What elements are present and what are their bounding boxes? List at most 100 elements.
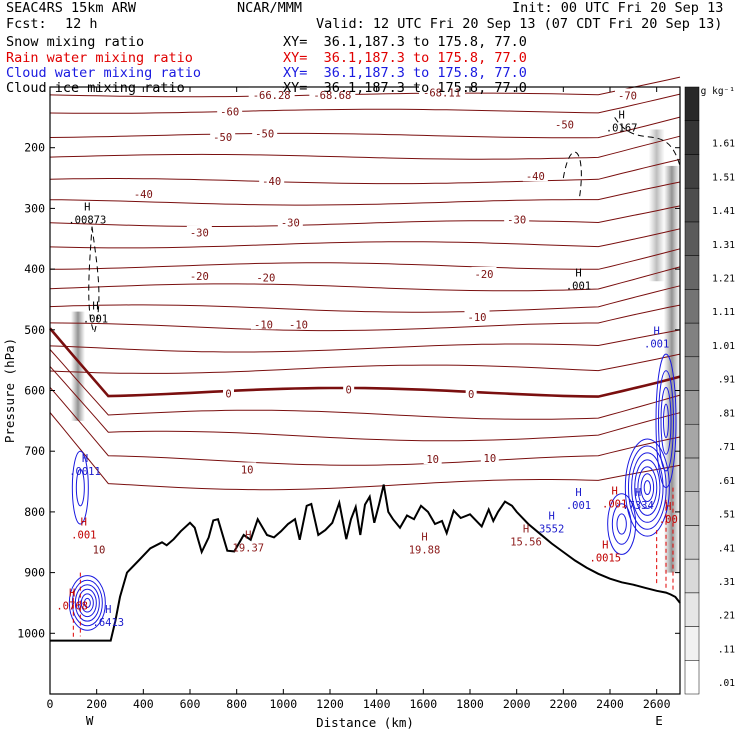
snow-contour-east <box>562 151 582 197</box>
cloudwater-contour-east <box>640 473 655 502</box>
contour-label-bg <box>504 212 530 225</box>
cloudwater-contour-east <box>631 452 664 523</box>
contour-label-bg <box>252 126 278 139</box>
cloudwater-contour-west <box>71 579 103 627</box>
high-value-label: 19.88 <box>409 545 441 557</box>
colorbar-label: .01 <box>718 678 735 689</box>
colorbar-bin <box>684 660 700 695</box>
contour-label-bg <box>471 266 497 279</box>
org-label: NCAR/MMM <box>237 0 303 16</box>
x-tick-label: 2000 <box>503 697 531 711</box>
colorbar-label: .81 <box>718 408 735 419</box>
colorbar-label: .61 <box>718 476 735 487</box>
temperature-contour-label: -70 <box>618 90 637 102</box>
y-tick-label: 600 <box>24 384 45 398</box>
temperature-contour-label: 0 <box>468 389 474 401</box>
colorbar-bin <box>684 221 700 256</box>
temperature-contour <box>49 327 681 398</box>
temperature-contour-label: -30 <box>190 228 209 240</box>
temperature-contour-label: 0 <box>346 384 352 396</box>
y-tick-label: 1000 <box>17 626 45 640</box>
temperature-contour <box>49 181 681 206</box>
high-value-label: .7334 <box>622 500 654 512</box>
cloudwater-contour-west <box>68 575 106 631</box>
cloudwater-contour-west <box>83 597 91 609</box>
high-marker: H <box>612 486 618 498</box>
x-tick-label: 1000 <box>269 697 297 711</box>
cloudwater-contour-east <box>637 466 658 509</box>
cloudwater-contour-east-lower <box>616 513 627 535</box>
high-marker: H <box>635 487 641 499</box>
contour-label-bg <box>90 542 108 555</box>
cloudwater-contour-east-upper <box>655 353 677 489</box>
high-marker: H <box>619 109 625 121</box>
temperature-contour-label: 10 <box>426 454 439 466</box>
cloudwater-contour-west-upper <box>71 450 89 525</box>
x-tick-label: 800 <box>226 697 247 711</box>
high-marker: H <box>105 604 111 616</box>
colorbar-bin <box>684 592 700 627</box>
temperature-contour-label: -10 <box>468 312 487 324</box>
high-value-label: .001 <box>566 281 591 293</box>
temperature-contour-label: -40 <box>134 189 153 201</box>
temperature-contour-label: 0 <box>225 389 231 401</box>
temperature-contour-label: 10 <box>241 464 254 476</box>
colorbar-bin <box>684 457 700 492</box>
contour-label-bg <box>277 215 303 228</box>
colorbar-bin <box>684 255 700 290</box>
temperature-contour <box>49 93 681 114</box>
temperature-contour <box>49 228 681 249</box>
x-tick-label: 1200 <box>316 697 344 711</box>
temperature-contour-label: 10 <box>93 545 106 557</box>
high-marker: H <box>421 532 427 544</box>
cloudwater-contour-east-lower <box>611 503 632 545</box>
x-tick-label: 200 <box>86 697 107 711</box>
colorbar-unit: g kg⁻¹ <box>701 86 735 97</box>
x-tick-label: 2200 <box>549 697 577 711</box>
colorbar-label: 1.31 <box>712 240 735 251</box>
y-axis-title: Pressure (hPa) <box>2 338 17 443</box>
high-value-label: .001 <box>83 313 108 325</box>
high-value-label: .0167 <box>606 122 638 134</box>
y-tick-label: 200 <box>24 141 45 155</box>
colorbar-bin <box>684 390 700 425</box>
cloudwater-contour-east <box>643 480 651 496</box>
contour-label-bg <box>130 186 156 199</box>
snow-contour-west <box>88 226 100 335</box>
colorbar-bin <box>684 558 700 594</box>
temperature-contour-label: -20 <box>190 271 209 283</box>
high-value-label: .0015 <box>590 553 622 565</box>
temperature-contour-label: -20 <box>475 269 494 281</box>
valid-time: Valid: 12 UTC Fri 20 Sep 13 (07 CDT Fri … <box>316 16 723 32</box>
high-value-label: .001 <box>566 500 591 512</box>
x-tick-label: 600 <box>180 697 201 711</box>
high-marker: H <box>81 517 87 529</box>
field-xy-cloudice: XY= 36.1,187.3 to 175.8, 77.0 <box>283 80 527 96</box>
contour-label-bg <box>210 129 236 142</box>
high-marker: H <box>82 453 88 465</box>
colorbar-label: .41 <box>718 543 735 554</box>
contour-label-bg <box>343 382 355 395</box>
high-marker: H <box>549 511 555 523</box>
cloudwater-contour-west <box>80 593 94 613</box>
cloudwater-contour-east-lower <box>607 493 637 555</box>
field-label-snow: Snow mixing ratio <box>6 34 145 50</box>
high-marker: H <box>523 523 529 535</box>
x-tick-label: 400 <box>133 697 154 711</box>
contour-label-bg <box>248 87 295 100</box>
colorbar-bin <box>684 289 700 324</box>
temperature-contour-label: -50 <box>555 120 574 132</box>
high-value-label: .001 <box>71 530 96 542</box>
high-marker: H <box>602 540 608 552</box>
colorbar-bin <box>684 322 700 358</box>
high-marker: H <box>575 268 581 280</box>
field-xy-snow: XY= 36.1,187.3 to 175.8, 77.0 <box>283 34 527 50</box>
cloudwater-contour-east-upper <box>658 370 674 472</box>
colorbar-bin <box>684 187 700 223</box>
east-endpoint-label: E <box>655 713 663 728</box>
temperature-contour-label: -40 <box>262 176 281 188</box>
high-value-label: 15.56 <box>510 536 542 548</box>
colorbar-label: 1.61 <box>712 139 735 150</box>
